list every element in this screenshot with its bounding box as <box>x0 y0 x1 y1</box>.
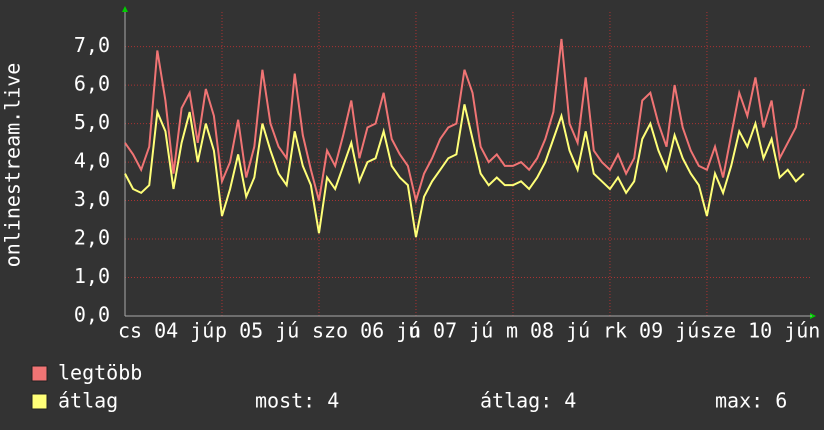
y-axis-label: onlinestream.live <box>1 63 25 268</box>
series-line <box>124 104 805 238</box>
x-tick-label: cs 04 jú <box>118 319 214 343</box>
y-tick-label: 4,0 <box>74 149 110 173</box>
x-tick-label: p 05 jú <box>215 319 299 343</box>
x-tick-label: rk 09 jú <box>603 319 699 343</box>
axis-arrow <box>810 313 816 319</box>
x-tick-label: n 07 jú <box>409 319 493 343</box>
legend-label: átlag <box>58 389 118 413</box>
y-tick-label: 2,0 <box>74 226 110 250</box>
axis-arrow <box>122 6 128 12</box>
stat-label: max: 6 <box>715 389 787 413</box>
stat-label: most: 4 <box>255 389 339 413</box>
x-tick-label: m 08 jú <box>506 319 590 343</box>
legend-label: legtöbb <box>58 361 142 385</box>
series-line <box>124 38 805 205</box>
x-tick-label: sze 10 jún <box>700 319 820 343</box>
y-tick-label: 0,0 <box>74 303 110 327</box>
legend-swatch <box>31 393 48 410</box>
y-tick-label: 5,0 <box>74 110 110 134</box>
y-tick-label: 1,0 <box>74 264 110 288</box>
y-tick-label: 3,0 <box>74 187 110 211</box>
x-tick-label: szo 06 jú <box>312 319 420 343</box>
y-tick-label: 7,0 <box>74 33 110 57</box>
legend-swatch <box>31 365 48 382</box>
y-tick-label: 6,0 <box>74 72 110 96</box>
stat-label: átlag: 4 <box>480 389 576 413</box>
